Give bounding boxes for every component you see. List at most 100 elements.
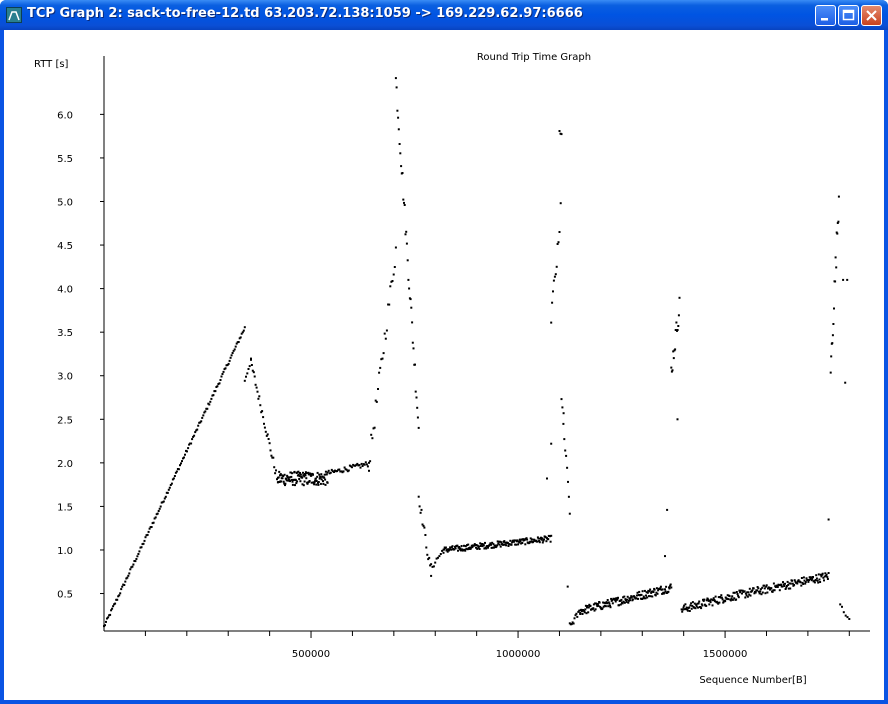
rtt-point: [620, 598, 623, 601]
title-bar[interactable]: TCP Graph 2: sack-to-free-12.td 63.203.7…: [0, 0, 888, 30]
rtt-point: [261, 410, 264, 413]
rtt-point: [818, 578, 821, 581]
rtt-point: [260, 411, 263, 414]
rtt-point: [402, 198, 405, 201]
rtt-point: [435, 557, 438, 560]
rtt-point: [724, 600, 727, 603]
rtt-point: [720, 596, 723, 599]
tcp-graph-app-icon[interactable]: [6, 7, 22, 23]
rtt-point: [789, 582, 792, 585]
rtt-point: [593, 609, 596, 612]
rtt-point: [758, 592, 761, 595]
rtt-point: [424, 534, 427, 536]
rtt-point: [738, 589, 741, 592]
rtt-point: [164, 495, 167, 498]
rtt-point: [120, 588, 123, 591]
rtt-point: [418, 505, 421, 508]
rtt-point: [584, 608, 587, 611]
rtt-point: [650, 591, 653, 594]
maximize-button[interactable]: [838, 5, 859, 26]
rtt-point: [626, 595, 629, 598]
rtt-point: [127, 574, 130, 577]
rtt-point: [826, 578, 829, 580]
rtt-point: [368, 469, 370, 472]
rtt-point: [157, 510, 160, 512]
x-tick-label: 500000: [292, 649, 330, 660]
rtt-point: [524, 543, 527, 546]
rtt-point: [121, 585, 124, 588]
rtt-point: [475, 544, 478, 546]
rtt-point: [490, 543, 492, 546]
rtt-point: [504, 541, 507, 544]
rtt-point: [702, 599, 705, 602]
rtt-point: [415, 396, 418, 399]
rtt-point: [510, 543, 513, 546]
rtt-point: [119, 592, 122, 595]
rtt-point: [118, 594, 121, 597]
rtt-point: [594, 602, 597, 605]
rtt-point: [646, 596, 649, 599]
rtt-point: [174, 471, 177, 474]
rtt-point: [622, 600, 625, 603]
rtt-point: [744, 596, 747, 599]
rtt-point: [603, 601, 606, 604]
minimize-button[interactable]: [815, 5, 836, 26]
rtt-point: [490, 546, 493, 549]
rtt-point: [374, 399, 377, 402]
rtt-point: [731, 595, 734, 598]
rtt-point: [776, 586, 779, 588]
rtt-point: [354, 464, 357, 467]
rtt-point: [525, 537, 528, 540]
rtt-point: [530, 540, 533, 543]
rtt-point: [705, 599, 708, 602]
rtt-point: [411, 341, 414, 344]
rtt-point: [315, 483, 318, 486]
rtt-point: [784, 582, 786, 585]
rtt-point: [284, 484, 286, 487]
rtt-point: [321, 475, 324, 478]
rtt-point: [502, 543, 505, 546]
x-tick-label: 1000000: [496, 649, 541, 660]
rtt-point: [291, 483, 294, 486]
rtt-point: [466, 544, 468, 547]
graph-client-area[interactable]: Round Trip Time Graph RTT [s] Sequence N…: [4, 30, 884, 700]
rtt-point: [646, 591, 649, 594]
rtt-point: [458, 548, 461, 551]
rtt-point: [695, 603, 698, 606]
rtt-point: [825, 574, 827, 577]
rtt-point: [378, 371, 381, 374]
rtt-point: [407, 278, 410, 281]
rtt-graph[interactable]: Round Trip Time Graph RTT [s] Sequence N…: [4, 30, 884, 700]
rtt-point: [267, 438, 270, 440]
rtt-point: [597, 604, 600, 607]
rtt-point: [550, 321, 553, 324]
window-title: TCP Graph 2: sack-to-free-12.td 63.203.7…: [27, 6, 583, 21]
rtt-point: [690, 607, 693, 610]
rtt-point: [291, 472, 294, 475]
rtt-point: [492, 543, 495, 546]
rtt-point: [587, 606, 590, 609]
rtt-point: [110, 609, 113, 612]
rtt-point: [105, 620, 107, 623]
rtt-point: [338, 468, 341, 471]
rtt-point: [664, 590, 667, 593]
rtt-point: [347, 469, 350, 472]
rtt-point: [247, 368, 250, 370]
rtt-point: [683, 608, 686, 611]
rtt-point: [523, 539, 526, 541]
rtt-point: [636, 591, 639, 594]
rtt-point: [560, 133, 563, 136]
close-button[interactable]: [861, 5, 882, 26]
rtt-point: [594, 608, 597, 611]
rtt-point: [657, 589, 660, 592]
rtt-point: [285, 478, 288, 481]
rtt-point: [827, 518, 830, 521]
rtt-point: [398, 143, 401, 145]
rtt-point: [305, 477, 308, 480]
rtt-point: [383, 332, 386, 335]
rtt-point: [142, 542, 145, 545]
rtt-point: [637, 597, 639, 600]
rtt-point: [529, 540, 532, 543]
x-axis-label: Sequence Number[B]: [699, 675, 806, 686]
y-tick-label: 4.5: [57, 241, 73, 252]
